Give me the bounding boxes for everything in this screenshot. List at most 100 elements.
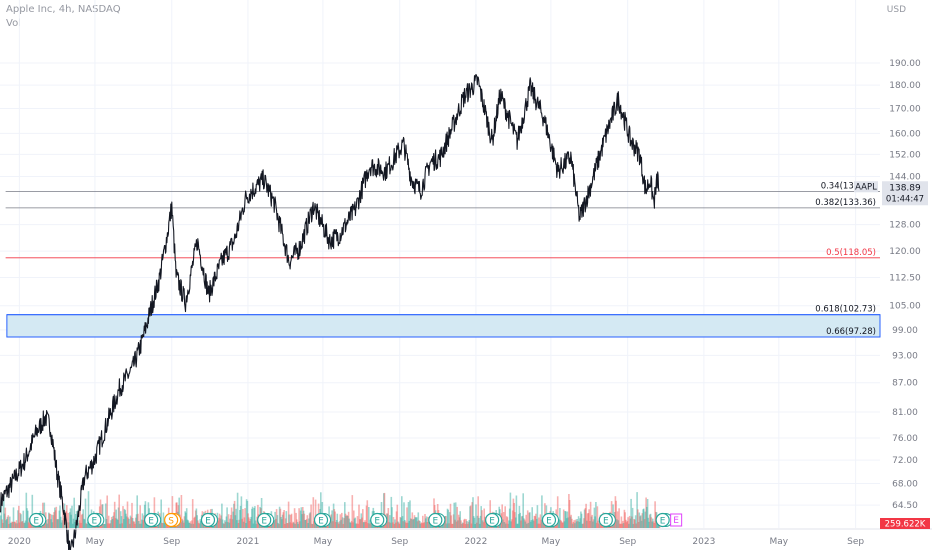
volume-bar [284, 523, 286, 528]
volume-bar [617, 520, 620, 528]
volume-bar [485, 523, 488, 528]
volume-bar [410, 518, 412, 528]
chart-title: Apple Inc, 4h, NASDAQ [6, 4, 121, 15]
volume-bar [621, 523, 623, 528]
volume-bar [180, 495, 183, 528]
volume-bar [412, 519, 414, 528]
volume-bar [589, 521, 591, 528]
volume-bar [524, 521, 527, 528]
volume-bar [558, 519, 560, 528]
volume-bar [276, 515, 279, 528]
volume-bar [9, 522, 12, 528]
earnings-marker[interactable]: E [370, 512, 388, 528]
volume-bar [302, 510, 305, 528]
volume-bar [457, 520, 459, 528]
volume-bar [254, 506, 256, 528]
volume-bar [215, 523, 217, 528]
volume-bar [287, 523, 289, 528]
volume-bar [586, 520, 588, 528]
volume-bar [288, 514, 291, 528]
volume-bar [320, 492, 322, 528]
earnings-marker[interactable]: E [144, 512, 162, 528]
volume-bar [68, 522, 70, 528]
volume-bar [572, 522, 575, 528]
volume-bar [52, 515, 55, 528]
volume-bar [72, 518, 75, 528]
volume-bar [234, 515, 237, 528]
volume-bar [505, 523, 507, 528]
volume-bar [62, 502, 64, 528]
upcoming-earnings-marker[interactable]: E [670, 513, 683, 527]
volume-bar [223, 523, 225, 528]
volume-bar [387, 508, 390, 528]
volume-bar [471, 502, 473, 528]
volume-bar [278, 506, 281, 528]
volume-bar [131, 518, 134, 528]
earnings-marker[interactable]: E [313, 512, 332, 528]
volume-bar [123, 508, 126, 528]
volume-bar [442, 523, 444, 528]
earnings-marker[interactable]: E [257, 512, 275, 528]
earnings-marker[interactable]: E [598, 512, 616, 528]
volume-bar [242, 509, 244, 528]
split-marker[interactable]: S [164, 512, 182, 528]
volume-bar [620, 516, 623, 528]
volume-bar [14, 521, 16, 528]
earnings-marker[interactable]: E [655, 512, 673, 528]
volume-bar [310, 504, 312, 528]
volume-bar [472, 497, 474, 528]
volume-bar [83, 519, 86, 528]
volume-bar [331, 510, 333, 528]
grid [0, 0, 880, 528]
volume-bar [23, 523, 25, 528]
volume-bar [231, 519, 234, 528]
earnings-marker[interactable]: E [428, 512, 446, 528]
volume-bar [642, 509, 644, 528]
volume-bar [46, 523, 49, 528]
volume-bar [413, 515, 416, 528]
volume-bar [468, 520, 470, 528]
earnings-marker[interactable]: E [87, 512, 105, 528]
marker-badge [164, 512, 179, 528]
volume-bar [305, 520, 307, 528]
volume-bar [584, 508, 587, 528]
volume-bar [565, 518, 568, 528]
volume-bar [507, 523, 509, 528]
price-tick-label: 170.00 [889, 105, 921, 115]
volume-bar [649, 514, 651, 528]
volume-bar [532, 519, 534, 528]
earnings-marker[interactable]: E [485, 512, 503, 528]
volume-bar [367, 523, 369, 528]
earnings-marker[interactable]: E [541, 512, 559, 528]
volume-bar [60, 516, 62, 528]
volume-bar [424, 514, 426, 528]
volume-bar [514, 512, 516, 528]
volume-bar [383, 493, 385, 528]
earnings-marker[interactable]: E [29, 512, 47, 528]
volume-bar [504, 506, 506, 528]
volume-bar [45, 519, 48, 528]
volume-bar [248, 521, 251, 528]
volume-bar [525, 514, 527, 528]
volume-indicator-label[interactable]: Vol [6, 18, 21, 29]
volume-bar [141, 513, 144, 528]
volume-bar [352, 522, 354, 528]
volume-bar [24, 522, 26, 528]
volume-bar [563, 521, 566, 528]
volume-bar [306, 515, 309, 528]
volume-bar [69, 512, 71, 528]
time-axis[interactable]: 2020 May Sep 2021 May Sep 2022 May Sep 2023 May Sep [0, 528, 932, 547]
volume-bar [422, 515, 424, 528]
volume-bar [462, 523, 464, 528]
volume-bar [239, 505, 242, 528]
volume-bar [66, 505, 68, 528]
volume-bar [143, 515, 145, 528]
fib-label: 0.618(102.73) [815, 305, 876, 315]
volume-bar [289, 522, 291, 528]
volume-bar [649, 513, 652, 528]
earnings-marker[interactable]: E [200, 512, 218, 528]
volume-bar [134, 523, 136, 528]
price-axis[interactable]: 190.00 180.00 170.00 160.00 152.00 144.00 128.… [889, 59, 921, 511]
